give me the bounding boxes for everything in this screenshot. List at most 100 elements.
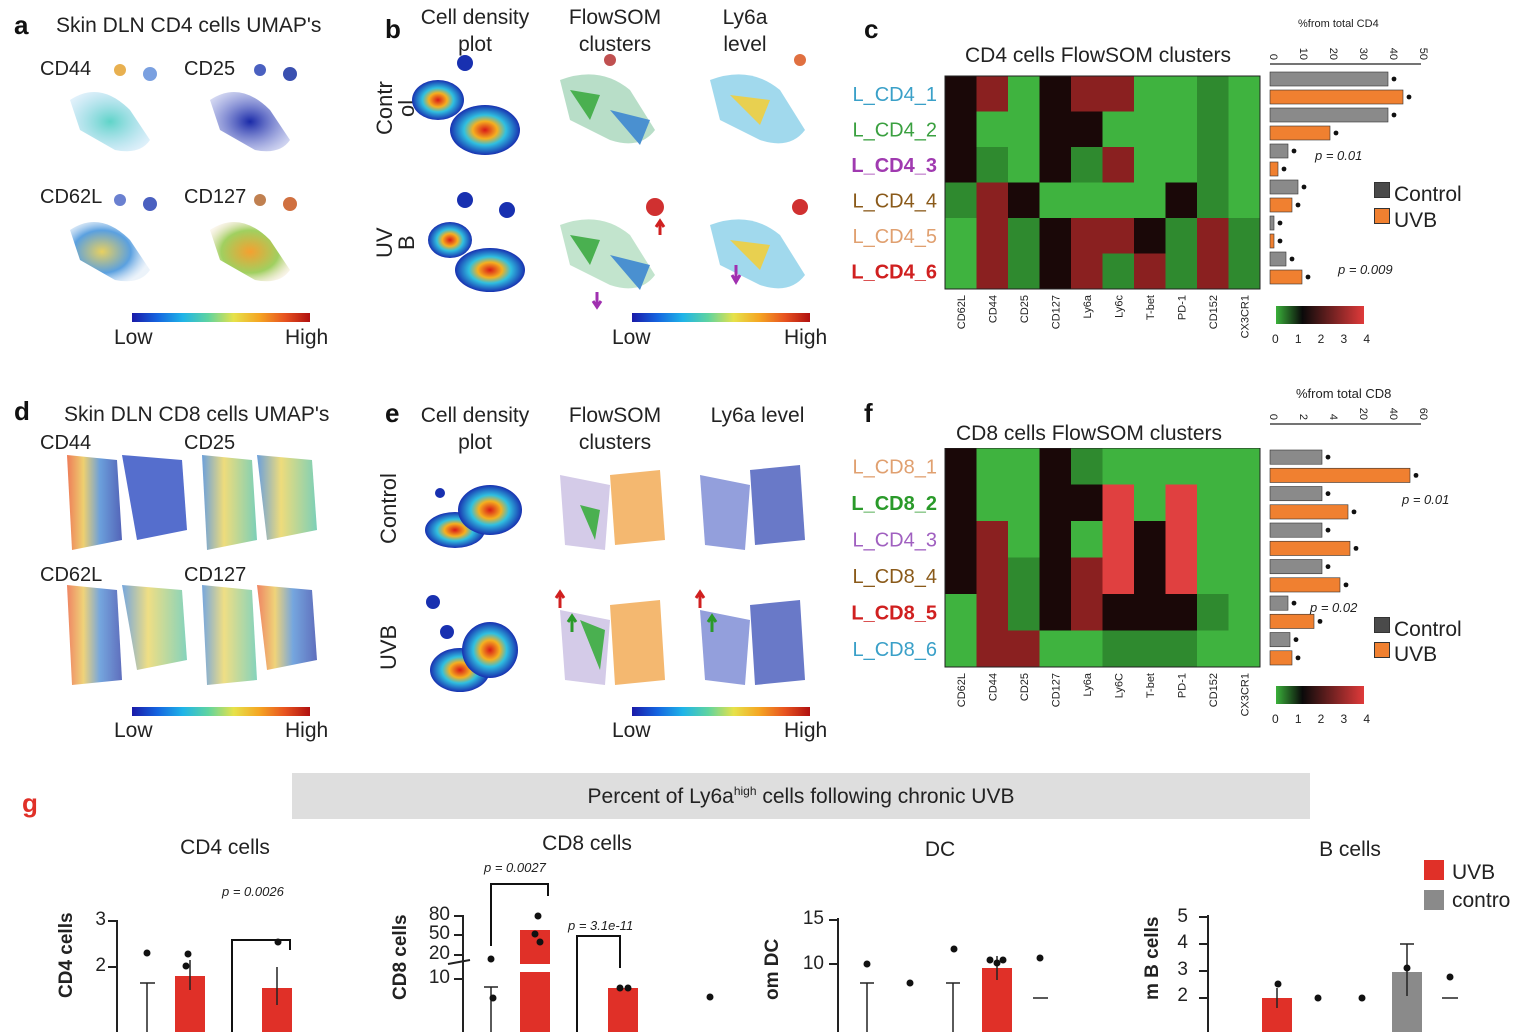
- heatmap-cell: [1134, 630, 1166, 667]
- heatmap-cell: [1102, 147, 1134, 183]
- heatmap-cell: [1071, 448, 1103, 485]
- marker-label: CD44: [40, 58, 92, 80]
- panel-letter-b: b: [385, 14, 401, 44]
- heatmap-cell: [1008, 594, 1040, 631]
- data-point: [1289, 256, 1295, 262]
- bar-uvb: [1269, 467, 1411, 483]
- heatmap-row-label: L_CD4_4: [852, 190, 937, 212]
- heatmap-cell: [1102, 111, 1134, 147]
- data-point: [184, 950, 192, 958]
- heatmap-cell: [976, 253, 1008, 289]
- heatmap-cell: [1134, 557, 1166, 594]
- heatmap-cell: [1197, 594, 1229, 631]
- colorbar-tick: 3: [1340, 332, 1348, 346]
- banner-sup: high: [733, 784, 757, 798]
- legend-control-label: contro: [1452, 889, 1511, 912]
- data-point: [182, 962, 190, 970]
- legend-uvb-label: UVB: [1452, 861, 1496, 884]
- legend-control-swatch: [1374, 617, 1390, 633]
- y-tick: 4: [1177, 932, 1188, 953]
- heatmap-cell: [1165, 111, 1197, 147]
- data-point: [906, 979, 914, 987]
- heatmap-cell: [1134, 253, 1166, 289]
- heatmap-cell: [1165, 557, 1197, 594]
- scale-high-label: High: [285, 326, 329, 349]
- subplot-cd4: [108, 920, 292, 1032]
- density-control: [425, 485, 522, 548]
- heatmap-row-label: L_CD4_5: [852, 226, 937, 248]
- heatmap-cell: [1228, 557, 1260, 594]
- heatmap-cell: [1039, 111, 1071, 147]
- heatmap-cell: [945, 521, 977, 558]
- bar-control: [1269, 179, 1299, 195]
- umap-cd62l-right: [122, 585, 187, 670]
- bar-axis-tick: 2: [1297, 414, 1309, 420]
- heatmap-cell: [1165, 448, 1197, 485]
- heatmap-cell: [976, 557, 1008, 594]
- data-point: [1351, 509, 1357, 515]
- flowsom-uvb: [554, 589, 665, 685]
- heatmap-title: CD4 cells FlowSOM clusters: [965, 44, 1232, 67]
- data-point: [616, 984, 624, 992]
- data-point: [143, 949, 151, 957]
- umap-cd127-left: [202, 585, 257, 685]
- panel-d-title: Skin DLN CD8 cells UMAP's: [64, 403, 330, 426]
- bar-axis-tick: 20: [1357, 408, 1369, 420]
- umap-cd62l: [70, 194, 157, 282]
- heatmap-column-label: CD152: [1208, 295, 1220, 329]
- heatmap-cell: [1197, 147, 1229, 183]
- panel-letter-a: a: [14, 10, 29, 40]
- heatmap-column-label: CD25: [1019, 673, 1031, 701]
- data-point: [1314, 994, 1322, 1002]
- heatmap-cell: [1165, 630, 1197, 667]
- heatmap-column-label: CD62L: [956, 673, 968, 707]
- legend-uvb-swatch: [1374, 642, 1390, 658]
- data-point: [536, 938, 544, 946]
- data-point: [274, 938, 282, 946]
- bar-axis-tick: 20: [1327, 48, 1339, 60]
- heatmap-cell: [1102, 521, 1134, 558]
- heatmap-cell: [1197, 630, 1229, 667]
- panel-e-plots: [425, 465, 805, 692]
- data-point: [1413, 472, 1419, 478]
- heatmap-cell: [1134, 147, 1166, 183]
- column-header: Ly6a level: [710, 404, 805, 427]
- heatmap-cell: [1134, 76, 1166, 112]
- heatmap-column-label: CD44: [987, 295, 999, 323]
- heatmap-cell: [1008, 484, 1040, 521]
- heatmap-row-label: L_CD4_2: [852, 119, 937, 141]
- heatmap-cell: [1102, 594, 1134, 631]
- y-tick: 50: [428, 923, 450, 944]
- scale-low-label: Low: [612, 719, 651, 742]
- heatmap-cell: [945, 484, 977, 521]
- marker-label: CD127: [184, 186, 247, 208]
- heatmap-cell: [1071, 521, 1103, 558]
- heatmap-cell: [976, 218, 1008, 254]
- heatmap-cell: [1008, 218, 1040, 254]
- bar-axis-tick: 0: [1267, 414, 1279, 420]
- heatmap-column-label: PD-1: [1176, 295, 1188, 320]
- heatmap-cell: [1165, 594, 1197, 631]
- color-scale-bar: [132, 313, 310, 322]
- heatmap-cell: [1134, 521, 1166, 558]
- heatmap-row-label: L_CD8_5: [851, 602, 937, 624]
- heatmap-cell: [1008, 521, 1040, 558]
- legend-control-swatch: [1374, 182, 1390, 198]
- heatmap-cell: [1071, 557, 1103, 594]
- bar-control: [1269, 215, 1275, 231]
- heatmap-cell: [1228, 253, 1260, 289]
- bar-control: [1269, 559, 1323, 575]
- heatmap-cell: [1071, 630, 1103, 667]
- heatmap-cell: [1071, 76, 1103, 112]
- colorbar-tick: 4: [1363, 712, 1370, 726]
- heatmap-cell: [1228, 521, 1260, 558]
- bar-control: [1269, 449, 1323, 465]
- ly6a-uvb: [710, 199, 808, 289]
- heatmap-cell: [1039, 448, 1071, 485]
- subplot-cd8: [447, 883, 714, 1032]
- p-value: p = 0.0027: [484, 860, 546, 875]
- data-point: [1333, 130, 1339, 136]
- legend-control-label: Control: [1394, 183, 1462, 206]
- significance-bracket: [231, 939, 291, 1032]
- column-header: FlowSOM clusters: [568, 404, 662, 454]
